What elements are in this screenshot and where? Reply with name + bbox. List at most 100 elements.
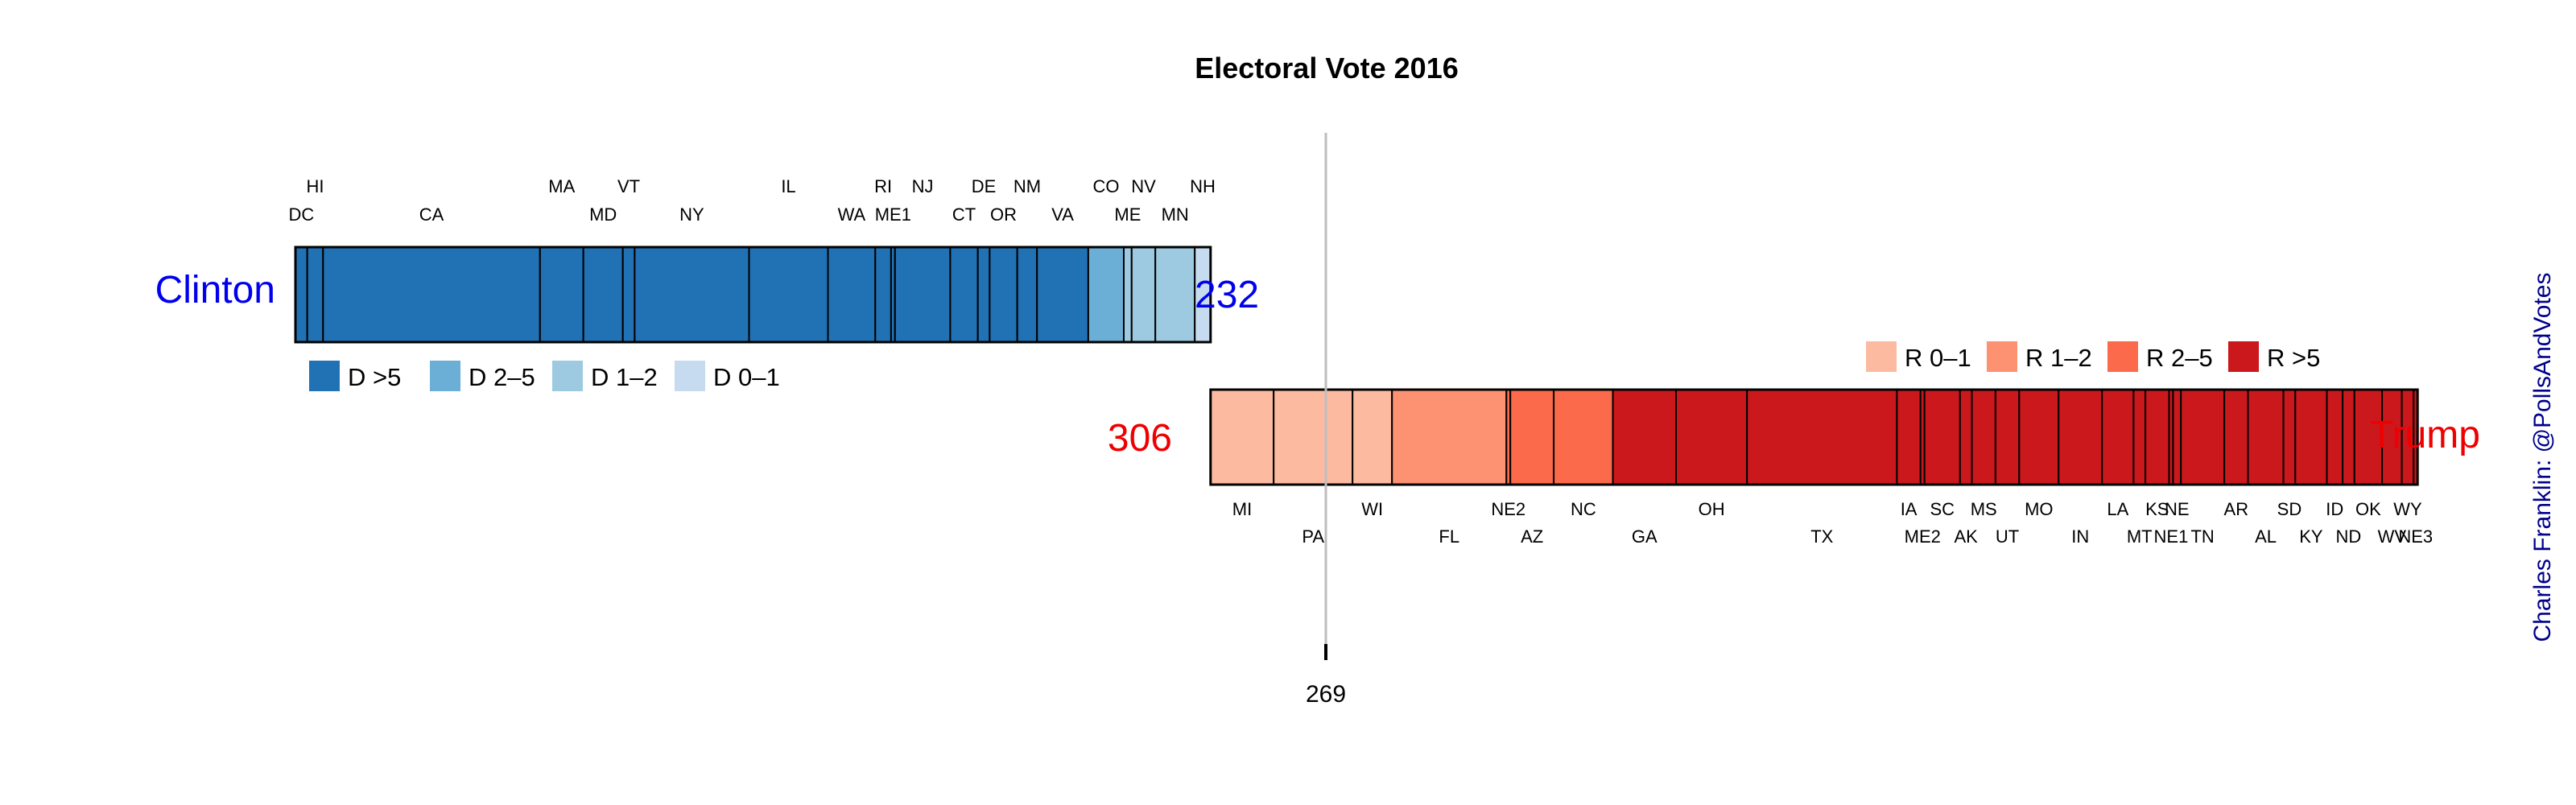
bar-segment-al — [2247, 389, 2285, 485]
legend-swatch-0 — [1866, 341, 1897, 372]
bar-segment-ga — [1612, 389, 1677, 485]
state-label-ne3: NE3 — [2398, 526, 2433, 547]
state-label-ma: MA — [548, 176, 575, 196]
state-label-ia: IA — [1901, 499, 1918, 519]
state-label-wa: WA — [838, 204, 866, 225]
bar-segment-ms — [1971, 389, 1996, 485]
state-label-ny: NY — [679, 204, 704, 225]
bar-segment-az — [1509, 389, 1555, 485]
state-label-de: DE — [972, 176, 997, 196]
state-label-me1: ME1 — [875, 204, 911, 225]
bar-segment-il — [748, 246, 829, 343]
bar-segment-mn — [1154, 246, 1196, 343]
bar-segment-mo — [2018, 389, 2060, 485]
bar-segment-wa — [827, 246, 877, 343]
state-label-nh: NH — [1190, 176, 1216, 196]
bar-segment-nj — [894, 246, 952, 343]
trump-bar-group — [1209, 389, 2419, 485]
bar-segment-ok — [2353, 389, 2384, 485]
legend-label-1: R 1–2 — [2025, 344, 2092, 372]
state-label-nv: NV — [1131, 176, 1156, 196]
legend-swatch-2 — [2107, 341, 2138, 372]
bar-segment-nm — [1016, 246, 1038, 343]
state-label-vt: VT — [617, 176, 640, 196]
state-label-ms: MS — [1971, 499, 1997, 519]
state-label-sc: SC — [1930, 499, 1955, 519]
state-label-mo: MO — [2025, 499, 2053, 519]
bar-segment-pa — [1273, 389, 1354, 485]
bar-segment-wi — [1352, 389, 1393, 485]
bar-segment-or — [989, 246, 1018, 343]
state-label-wv: WV — [2378, 526, 2407, 547]
bar-segment-sd — [2282, 389, 2297, 485]
republican-legend: R 0–1 R 1–2 R 2–5 R >5 — [1866, 341, 2320, 372]
bar-segment-ak — [1959, 389, 1973, 485]
clinton-name-label: Clinton — [155, 269, 275, 312]
bar-segment-ct — [949, 246, 979, 343]
state-label-hi: HI — [307, 176, 324, 196]
bar-segment-oh — [1675, 389, 1748, 485]
bar-segment-ma — [539, 246, 584, 343]
bar-segment-id — [2326, 389, 2344, 485]
state-label-ok: OK — [2355, 499, 2381, 519]
bar-segment-nd — [2342, 389, 2355, 485]
legend-label-3: R >5 — [2267, 344, 2320, 372]
trump-total-label: 306 — [1108, 417, 1172, 460]
clinton-bar-group — [295, 246, 1212, 343]
legend-label-0: R 0–1 — [1905, 344, 1971, 372]
bar-segment-de — [976, 246, 991, 343]
bar-segment-fl — [1391, 389, 1508, 485]
state-label-wi: WI — [1361, 499, 1383, 519]
state-label-tn: TN — [2190, 526, 2214, 547]
bar-segment-ca — [322, 246, 541, 343]
state-label-co: CO — [1092, 176, 1119, 196]
state-label-ne1: NE1 — [2154, 526, 2189, 547]
state-label-fl: FL — [1439, 526, 1459, 547]
threshold-tick-label: 269 — [1306, 681, 1346, 708]
state-label-md: MD — [589, 204, 617, 225]
bar-segment-md — [582, 246, 624, 343]
bar-segment-in — [2058, 389, 2103, 485]
state-label-nm: NM — [1013, 176, 1041, 196]
state-label-me: ME — [1114, 204, 1141, 225]
bar-segment-mt — [2132, 389, 2147, 485]
state-label-ks: KS — [2145, 499, 2169, 519]
trump-name-label: Trump — [2370, 414, 2480, 456]
trump-bar-frame — [1209, 388, 2419, 486]
bar-segment-ia — [1896, 389, 1922, 485]
bar-segment-va — [1036, 246, 1089, 343]
state-label-ky: KY — [2299, 526, 2323, 547]
bar-segment-ny — [634, 246, 750, 343]
legend-label-2: R 2–5 — [2146, 344, 2213, 372]
state-label-va: VA — [1051, 204, 1074, 225]
state-label-ne: NE — [2165, 499, 2190, 519]
state-label-wy: WY — [2393, 499, 2422, 519]
chart-title: Electoral Vote 2016 — [1195, 52, 1459, 85]
legend-label-2: D 1–2 — [591, 363, 658, 391]
legend-swatch-2 — [552, 361, 583, 391]
state-label-pa: PA — [1302, 526, 1324, 547]
bar-segment-nv — [1130, 246, 1157, 343]
state-label-dc: DC — [288, 204, 314, 225]
bar-segment-ks — [2145, 389, 2170, 485]
bar-segment-dc — [295, 246, 308, 343]
state-label-ct: CT — [952, 204, 976, 225]
state-label-ut: UT — [1996, 526, 2019, 547]
state-label-id: ID — [2326, 499, 2343, 519]
legend-swatch-1 — [1987, 341, 2017, 372]
legend-label-0: D >5 — [348, 363, 401, 391]
state-label-ne2: NE2 — [1491, 499, 1525, 519]
legend-swatch-1 — [430, 361, 460, 391]
bar-segment-ar — [2223, 389, 2249, 485]
clinton-bar-frame — [294, 246, 1212, 344]
bar-segment-ut — [1994, 389, 2021, 485]
state-label-nd: ND — [2336, 526, 2362, 547]
state-label-il: IL — [781, 176, 795, 196]
state-label-nc: NC — [1571, 499, 1596, 519]
state-label-mt: MT — [2127, 526, 2153, 547]
legend-swatch-0 — [309, 361, 340, 391]
state-label-in: IN — [2071, 526, 2089, 547]
legend-swatch-3 — [2228, 341, 2259, 372]
